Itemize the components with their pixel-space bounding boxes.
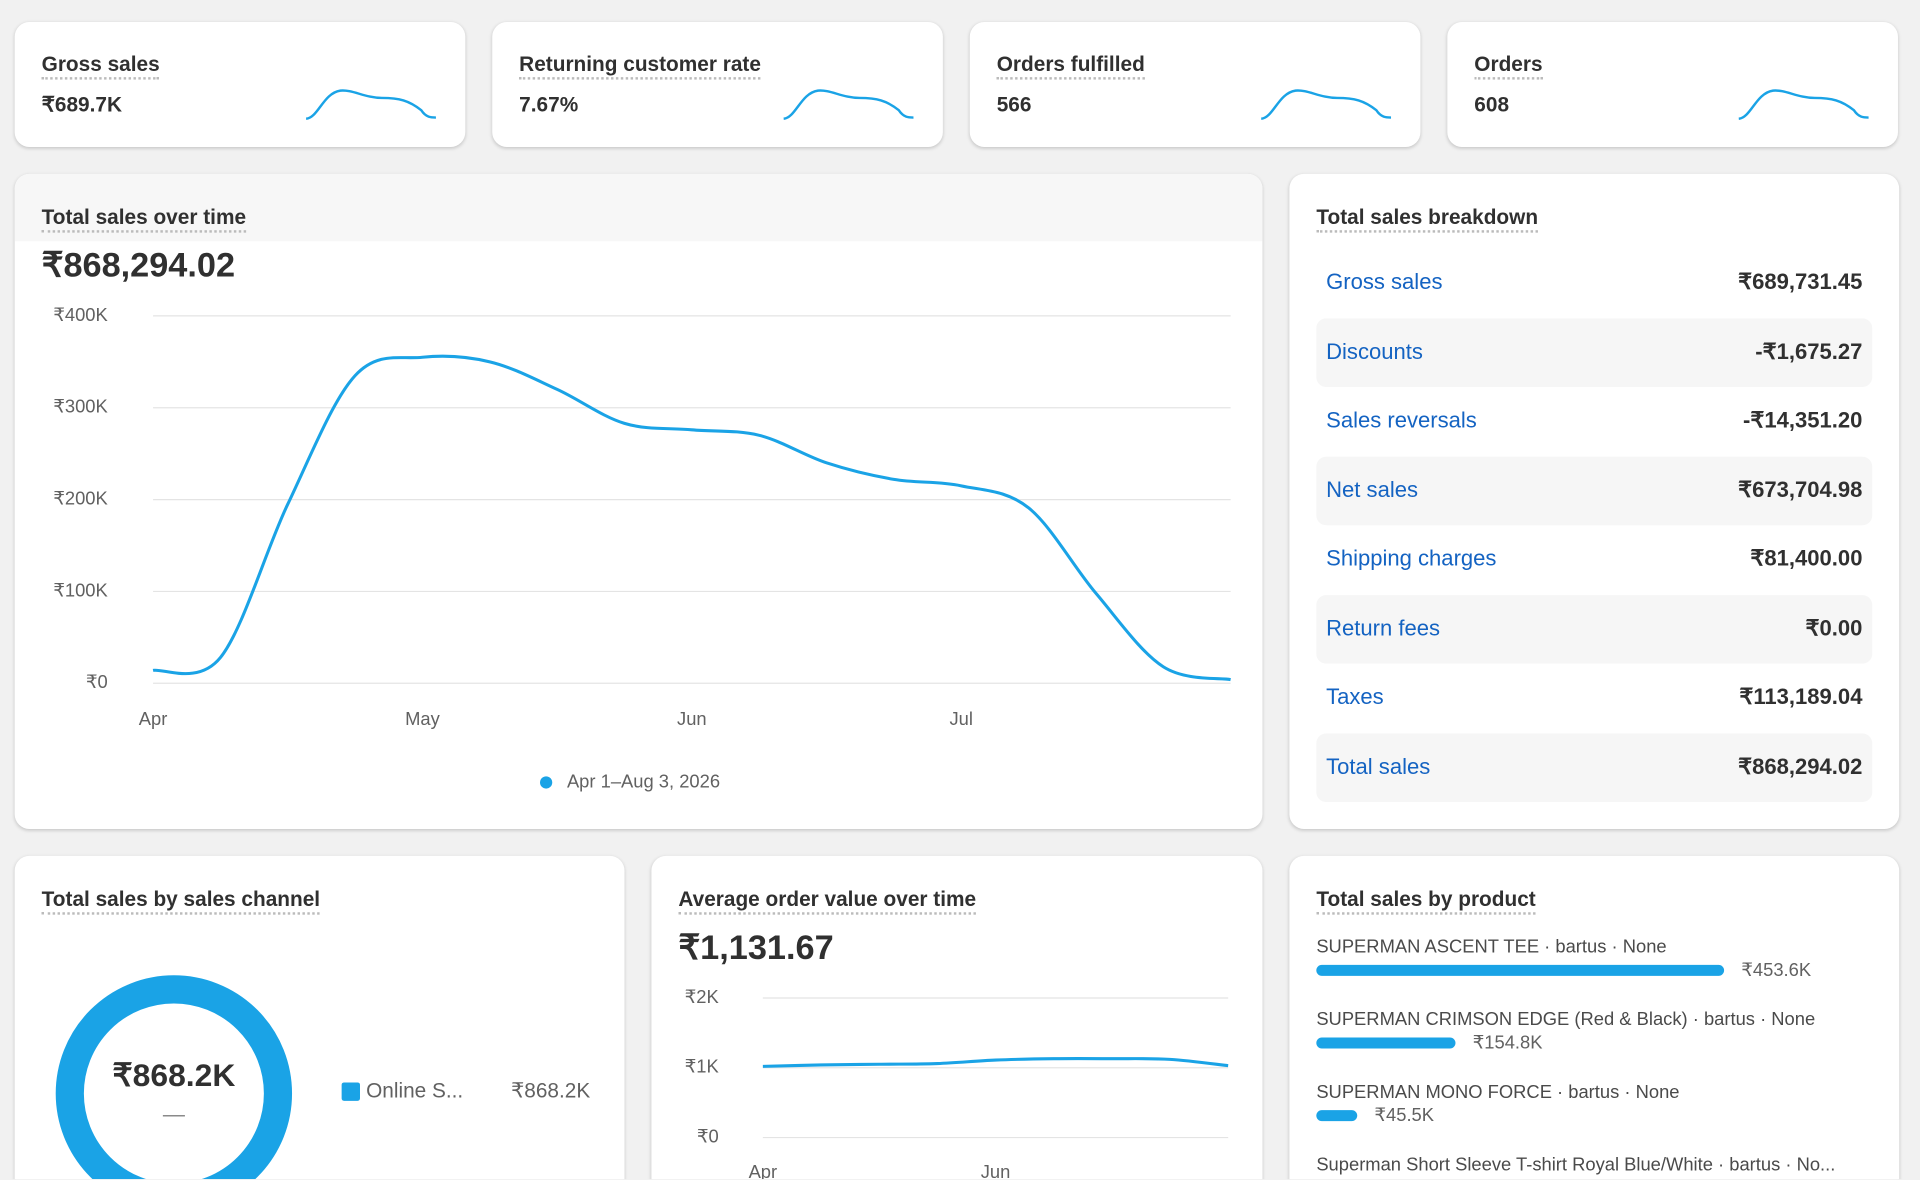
product-name: SUPERMAN ASCENT TEE · bartus · None [1316,936,1666,957]
kpi-value: ₹689.7K [41,93,123,117]
row-value: -₹14,351.20 [1743,407,1863,433]
legend-swatch [341,1082,360,1101]
bar-label: ₹45.5K [1374,1104,1434,1125]
row-value: ₹868,294.02 [1738,753,1863,779]
row-value: ₹0.00 [1805,615,1863,640]
donut-center: ₹868.2K [112,1057,235,1093]
sparkline [1738,89,1869,120]
aov-card: Average order value over time ₹1,131.67 [651,855,1263,1180]
row-label: Net sales [1326,476,1419,502]
breakdown-card: Total sales breakdown Gross sales ₹689,73… [1289,173,1900,829]
legend-value: ₹868.2K [511,1080,590,1103]
y-tick-label: ₹2K [685,986,720,1007]
kpi-label: Orders [1474,53,1543,80]
kpi-label: Gross sales [41,53,160,80]
donut-note: — [163,1101,186,1126]
breakdown-row: Discounts -₹1,675.27 [1316,317,1873,387]
legend-label: Online S... [366,1080,463,1103]
breakdown-row: Sales reversals -₹14,351.20 [1316,387,1872,456]
kpi-value: 608 [1474,93,1510,117]
x-tick-label: Jun [677,708,707,729]
y-tick-label: ₹300K [53,396,108,417]
breakdown-row: Shipping charges ₹81,400.00 [1316,525,1872,594]
kpi-value: 7.67% [519,93,579,117]
y-tick-label: ₹400K [53,304,108,325]
bar-label: ₹154.8K [1473,1031,1544,1052]
row-value: ₹81,400.00 [1750,546,1863,571]
card-title: Total sales over time [41,206,247,233]
x-tick-label: Jul [949,708,972,729]
card-header [14,173,1263,242]
row-label: Return fees [1326,615,1441,640]
sparkline-line [305,89,436,120]
card-title: Total sales by product [1316,888,1536,915]
breakdown-row: Total sales ₹868,294.02 [1316,732,1873,802]
row-label: Sales reversals [1326,407,1477,433]
kpi-card: Returning customer rate 7.67% [492,22,943,147]
kpi-card: Orders fulfilled 566 [969,22,1421,147]
sparkline-line [783,89,914,120]
kpi-value: 566 [996,93,1032,117]
y-tick-label: ₹200K [53,487,108,508]
y-tick-label: ₹100K [53,579,108,600]
x-tick-label: Jun [981,1161,1011,1179]
row-label: Total sales [1326,753,1431,779]
card-title: Average order value over time [678,888,977,915]
x-tick-label: Apr [749,1161,778,1179]
donut-segment [55,975,293,1180]
x-tick-label: May [405,708,441,729]
breakdown-row: Gross sales ₹689,731.45 [1316,249,1872,318]
breakdown-row: Net sales ₹673,704.98 [1316,456,1873,525]
bar [1316,1110,1358,1122]
y-tick-label: ₹0 [86,671,108,692]
bar-label: ₹453.6K [1741,959,1812,980]
y-tick-label: ₹1K [685,1056,720,1077]
row-value: ₹689,731.45 [1738,269,1863,294]
product-card: Total sales by product [1289,855,1900,1180]
card-title: Total sales by sales channel [41,888,321,915]
sales-over-time-card: Total sales over time ₹868,294.02 [14,173,1263,829]
total: ₹868,294.02 [41,246,236,285]
row-value: ₹673,704.98 [1738,476,1863,502]
series-line [762,1057,1229,1068]
sparkline-line [1260,89,1392,120]
aov-total: ₹1,131.67 [678,928,834,967]
product-name: SUPERMAN MONO FORCE · bartus · None [1316,1081,1679,1102]
product-name: SUPERMAN CRIMSON EDGE (Red & Black) · ba… [1316,1008,1815,1029]
kpi-label: Orders fulfilled [996,53,1145,80]
sparkline [1260,89,1392,120]
row-label: Shipping charges [1326,546,1497,571]
card-title: Total sales breakdown [1316,206,1539,233]
breakdown-row: Return fees ₹0.00 [1316,594,1873,664]
breakdown-row: Taxes ₹113,189.04 [1316,664,1872,733]
row-label: Discounts [1326,338,1423,364]
legend-dot [540,776,553,789]
bar [1316,1037,1456,1049]
kpi-card: Orders 608 [1447,22,1898,147]
product-name: Superman Short Sleeve T-shirt Royal Blue… [1316,1153,1835,1174]
series-line [152,354,1231,682]
kpi-card: Gross sales ₹689.7K [14,22,466,147]
y-tick-label: ₹0 [697,1125,719,1146]
sparkline-line [1738,89,1869,120]
x-tick-label: Apr [139,708,168,729]
row-label: Taxes [1326,684,1384,709]
row-value: ₹113,189.04 [1739,684,1863,709]
sparkline [783,89,914,120]
row-value: -₹1,675.27 [1755,338,1863,364]
legend-label: Apr 1–Aug 3, 2026 [567,770,720,791]
kpi-label: Returning customer rate [519,53,761,80]
sparkline [305,89,436,120]
row-label: Gross sales [1326,269,1443,294]
bar [1316,964,1725,976]
